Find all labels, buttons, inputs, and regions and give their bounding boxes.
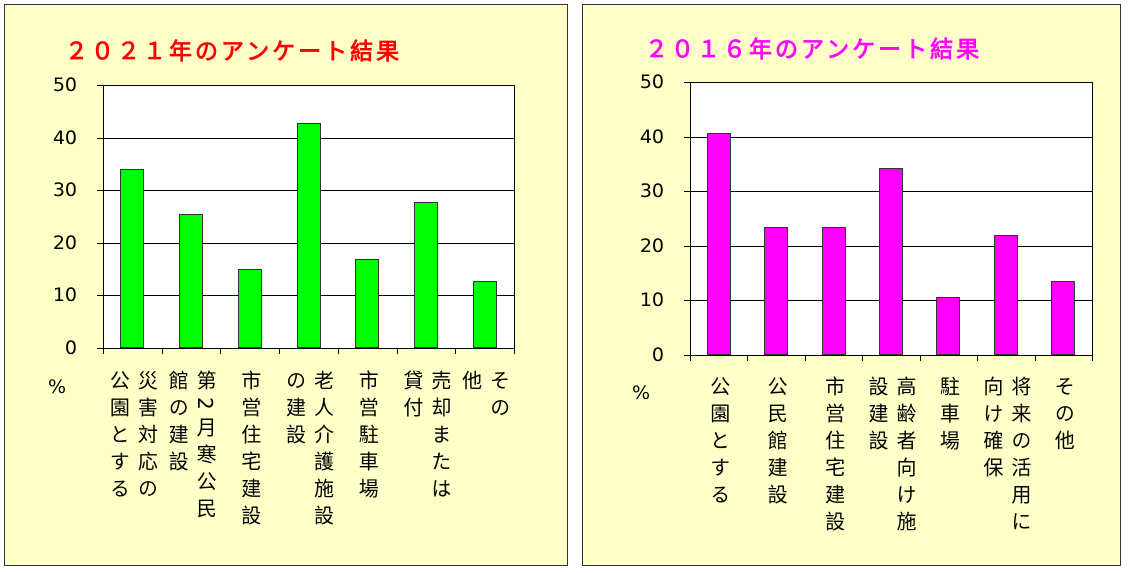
y-tick-mark xyxy=(97,242,103,244)
y-tick-label: 0 xyxy=(64,337,77,359)
y-tick-label: 30 xyxy=(52,179,77,202)
y-tick-mark xyxy=(684,191,690,193)
y-tick-mark xyxy=(97,295,103,297)
x-tick-label: 老人介護施設の建設 xyxy=(282,370,335,532)
bar xyxy=(355,258,380,348)
x-tick-label: 第2月寒公民館の建設 xyxy=(165,370,218,525)
y-axis-label: % xyxy=(632,382,651,404)
y-tick-mark xyxy=(97,348,103,349)
x-tick-mark xyxy=(977,355,979,361)
grid-line xyxy=(103,85,514,86)
x-tick-mark xyxy=(161,348,163,354)
grid-line xyxy=(690,82,1092,83)
bar xyxy=(993,234,1018,355)
chart-title: ２０１６年のアンケート結果 xyxy=(645,37,983,63)
x-tick-mark xyxy=(690,355,691,361)
x-tick-label: 駐車場 xyxy=(936,376,961,457)
y-tick-label: 30 xyxy=(639,180,664,203)
x-tick-mark xyxy=(862,355,864,361)
y-tick-label: 10 xyxy=(52,284,77,307)
x-tick-mark xyxy=(455,348,457,354)
y-tick-label: 50 xyxy=(639,71,664,93)
x-tick-label: 公民館建設 xyxy=(764,376,789,511)
y-tick-label: 20 xyxy=(639,234,664,257)
y-tick-mark xyxy=(684,136,690,138)
bar xyxy=(237,269,262,348)
x-tick-mark xyxy=(747,355,749,361)
x-tick-mark xyxy=(220,348,222,354)
grid-line xyxy=(103,348,514,349)
bar xyxy=(764,226,789,355)
x-tick-label: 災害対応の公園とする xyxy=(106,370,159,505)
y-tick-mark xyxy=(97,137,103,139)
y-tick-mark xyxy=(684,355,690,356)
bar xyxy=(706,133,731,355)
y-tick-label: 40 xyxy=(639,125,664,148)
y-tick-mark xyxy=(684,82,690,83)
bar xyxy=(120,169,145,348)
bar xyxy=(413,201,438,348)
bar xyxy=(179,213,204,348)
grid-line xyxy=(690,355,1092,356)
x-tick-mark xyxy=(1034,355,1036,361)
x-tick-mark xyxy=(1092,355,1093,361)
bar xyxy=(1051,281,1076,355)
y-tick-label: 50 xyxy=(52,74,77,96)
x-tick-label: 高齢者向け施設建設 xyxy=(865,376,917,538)
x-tick-mark xyxy=(514,348,515,354)
y-tick-label: 0 xyxy=(651,344,664,366)
x-tick-mark xyxy=(396,348,398,354)
y-tick-label: 20 xyxy=(52,231,77,254)
bar xyxy=(936,297,961,355)
bar xyxy=(879,168,903,355)
y-tick-mark xyxy=(97,190,103,192)
x-tick-mark xyxy=(919,355,921,361)
x-tick-label: 市営住宅建設 xyxy=(821,376,846,538)
x-tick-mark xyxy=(279,348,281,354)
x-tick-label: 公園とする xyxy=(706,376,731,511)
x-tick-label: 売却または貸付 xyxy=(399,370,452,505)
bar xyxy=(296,122,321,348)
chart-title: ２０２１年のアンケート結果 xyxy=(65,39,403,65)
y-tick-label: 40 xyxy=(52,126,77,149)
x-tick-label: 市営駐車場 xyxy=(355,370,380,505)
x-tick-label: 将来の活用に向け確保 xyxy=(979,376,1032,538)
x-tick-mark xyxy=(804,355,806,361)
y-tick-mark xyxy=(684,245,690,247)
y-tick-mark xyxy=(684,300,690,302)
bar xyxy=(472,280,497,348)
y-tick-mark xyxy=(97,85,103,86)
y-axis-label: % xyxy=(48,376,67,398)
x-tick-label: その他 xyxy=(458,370,511,424)
bar xyxy=(821,226,846,355)
x-tick-mark xyxy=(337,348,339,354)
x-tick-label: 市営住宅建設 xyxy=(237,370,262,532)
y-tick-label: 10 xyxy=(639,289,664,312)
grid-line xyxy=(690,136,1092,138)
x-tick-label: その他 xyxy=(1051,376,1076,457)
x-tick-mark xyxy=(103,348,104,354)
